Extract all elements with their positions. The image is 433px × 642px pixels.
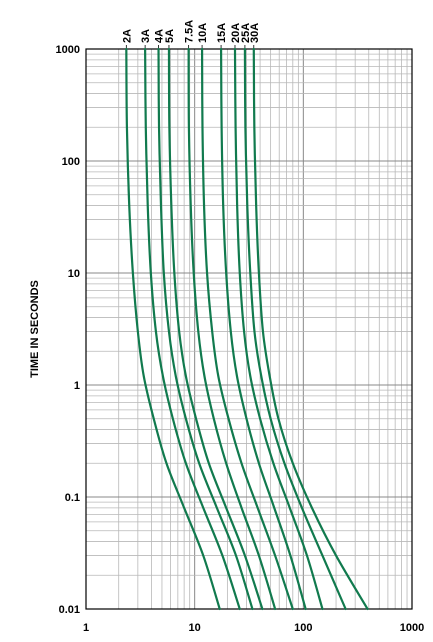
curve-7-5a	[187, 47, 277, 611]
curve-10a	[200, 47, 294, 611]
series-label: 2A	[121, 29, 133, 43]
series-label: 20A	[230, 23, 242, 43]
series-label: 3A	[140, 29, 152, 43]
y-tick-label: 1000	[56, 44, 80, 56]
curve-5a	[167, 47, 264, 611]
x-tick-labels: 1 10 100 1000	[83, 622, 424, 634]
y-tick-label: 0.1	[65, 492, 80, 504]
series-label: 5A	[164, 29, 176, 43]
y-tick-label: 100	[62, 156, 80, 168]
series-label: 4A	[154, 29, 166, 43]
y-tick-label: 0.01	[59, 604, 80, 616]
y-tick-labels: 1000 100 10 1 0.1 0.01	[56, 44, 80, 616]
curve-15a	[219, 47, 307, 611]
curve-25a	[243, 47, 347, 611]
plot-frame	[85, 48, 413, 610]
x-tick-label: 100	[294, 622, 312, 634]
curve-30a	[252, 47, 369, 611]
x-tick-label: 1000	[400, 622, 424, 634]
curve-20a	[233, 47, 324, 611]
curve-3a	[144, 47, 241, 611]
curve-2a	[125, 47, 221, 611]
y-tick-label: 10	[68, 268, 80, 280]
series-label: 25A	[240, 23, 252, 43]
y-axis-title: TIME IN SECONDS	[29, 280, 41, 378]
x-tick-label: 10	[189, 622, 201, 634]
x-tick-label: 1	[83, 622, 89, 634]
series-label: 15A	[216, 23, 228, 43]
series-label: 30A	[249, 23, 261, 43]
series-label: 7.5A	[184, 20, 196, 43]
curves	[125, 47, 369, 611]
series-label: 10A	[197, 23, 209, 43]
curve-4a	[157, 47, 254, 611]
y-tick-label: 1	[74, 380, 80, 392]
